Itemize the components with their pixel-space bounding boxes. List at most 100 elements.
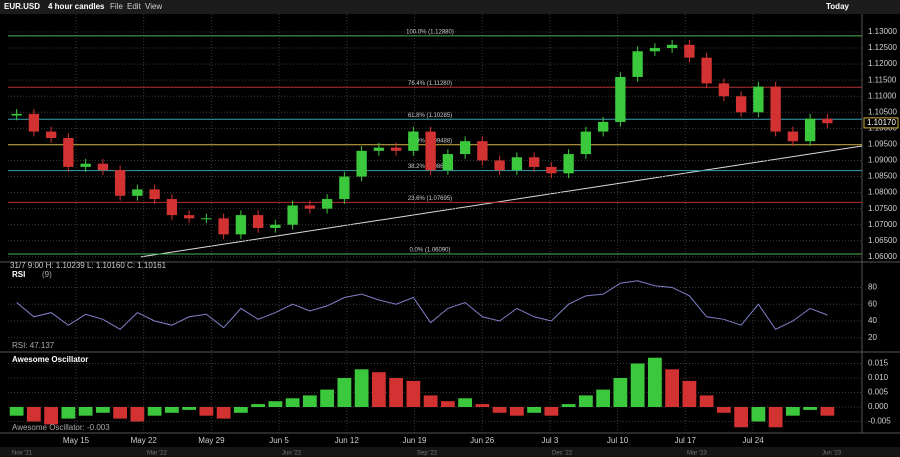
ao-bar xyxy=(682,380,697,407)
x-tick-label: Jun 26 xyxy=(470,436,495,445)
candle-body xyxy=(684,44,695,58)
y-tick-label: 1.07500 xyxy=(868,204,897,213)
panel-title: RSI xyxy=(12,270,25,279)
navigator-label: Jun '22 xyxy=(282,451,302,457)
y-tick-label: 1.07000 xyxy=(868,220,897,229)
ao-bar xyxy=(320,389,335,407)
x-tick-label: Jul 10 xyxy=(607,436,629,445)
x-tick-label: Jul 24 xyxy=(742,436,764,445)
candle-body xyxy=(287,205,298,225)
candle-body xyxy=(425,131,436,171)
range[interactable]: Today xyxy=(826,2,850,11)
value-label: Awesome Oscillator: -0.003 xyxy=(12,423,110,432)
ao-bar xyxy=(337,378,352,407)
ao-bar xyxy=(509,406,524,416)
candle-body xyxy=(218,218,229,235)
y-tick-label: 1.11500 xyxy=(868,75,897,84)
ao-bar xyxy=(9,406,24,416)
y-tick-label: 1.11000 xyxy=(868,91,897,100)
ao-bar xyxy=(113,406,128,419)
ao-bar xyxy=(475,404,490,407)
candle-body xyxy=(632,51,643,77)
candle-body xyxy=(770,86,781,132)
ao-bar xyxy=(647,357,662,407)
candle-body xyxy=(201,218,212,220)
y-tick-label: 1.06000 xyxy=(868,252,897,261)
menu[interactable]: View xyxy=(145,2,162,11)
candle-body xyxy=(63,138,74,167)
y-tick-label: 1.09500 xyxy=(868,140,897,149)
candle-body xyxy=(114,170,126,196)
panel-title: Awesome Oscillator xyxy=(12,355,88,364)
candle-body xyxy=(132,189,143,196)
fib-label: 0.0% (1.06090) xyxy=(409,248,450,254)
y-tick-label: 1.12000 xyxy=(868,59,897,68)
y-tick-label: 0.015 xyxy=(868,359,889,368)
fib-label: 23.6% (1.07695) xyxy=(408,196,452,202)
ao-bar xyxy=(423,395,438,407)
ao-bar xyxy=(406,380,421,407)
ao-bar xyxy=(371,372,386,407)
candle-body xyxy=(649,48,661,52)
fib-label: 61.8% (1.10285) xyxy=(408,113,452,119)
ao-bar xyxy=(716,406,731,413)
candle-body xyxy=(580,131,592,155)
ao-bar xyxy=(734,406,749,428)
x-tick-label: Jun 5 xyxy=(269,436,289,445)
ao-bar xyxy=(389,378,404,407)
fib-label: 76.4% (1.11280) xyxy=(408,81,452,87)
y-tick-label: 80 xyxy=(868,283,877,292)
ao-bar xyxy=(630,363,645,407)
candle-body xyxy=(80,163,91,167)
candle-body xyxy=(45,131,57,138)
ao-bar xyxy=(699,395,714,407)
ao-bar xyxy=(268,401,283,407)
symbol[interactable]: EUR.USD xyxy=(4,2,40,11)
candle-body xyxy=(373,147,385,151)
candle-body xyxy=(735,96,747,113)
candle-body xyxy=(166,199,178,216)
candle-body xyxy=(787,131,799,142)
y-tick-label: 60 xyxy=(868,299,877,308)
menu[interactable]: Edit xyxy=(127,2,142,11)
y-tick-label: 40 xyxy=(868,316,877,325)
candle-body xyxy=(270,224,281,228)
candle-body xyxy=(235,215,247,235)
ao-bar xyxy=(95,406,110,413)
candle-body xyxy=(804,118,816,142)
candle-body xyxy=(528,157,540,167)
interval[interactable]: 4 hour candles xyxy=(48,2,105,11)
x-tick-label: May 29 xyxy=(198,436,225,445)
candle-body xyxy=(459,141,471,155)
navigator-label: Mar '22 xyxy=(147,451,167,457)
ao-bar xyxy=(492,406,507,413)
y-tick-label: 1.06500 xyxy=(868,236,897,245)
navigator-label: Dec '22 xyxy=(552,451,573,457)
ao-bar xyxy=(61,406,76,419)
x-tick-label: Jun 12 xyxy=(335,436,360,445)
ao-bar xyxy=(164,406,179,413)
ao-bar xyxy=(613,378,628,407)
ao-bar xyxy=(544,406,559,416)
candle-body xyxy=(442,154,454,171)
ao-bar xyxy=(527,406,542,413)
ao-bar xyxy=(44,406,59,425)
x-tick-label: Jul 3 xyxy=(541,436,558,445)
y-tick-label: 1.09000 xyxy=(868,156,897,165)
menu[interactable]: File xyxy=(110,2,123,11)
y-tick-label: 0.005 xyxy=(868,388,889,397)
ao-bar xyxy=(147,406,162,416)
candle-body xyxy=(149,189,160,200)
candle-body xyxy=(546,166,557,174)
navigator-label: Mar '23 xyxy=(687,451,707,457)
ao-bar xyxy=(751,406,766,422)
last-price-tag xyxy=(863,117,899,129)
info-bar: 31/7 9:00 H: 1.10239 L: 1.10160 C: 1.101… xyxy=(10,261,167,270)
last-price-label: 1.10170 xyxy=(867,118,896,127)
navigator[interactable] xyxy=(0,447,900,457)
trend-line[interactable] xyxy=(139,145,863,258)
candle-body xyxy=(183,215,195,219)
ao-bar xyxy=(182,406,197,410)
ao-bar xyxy=(251,404,266,407)
value-label: RSI: 47.137 xyxy=(12,341,55,350)
